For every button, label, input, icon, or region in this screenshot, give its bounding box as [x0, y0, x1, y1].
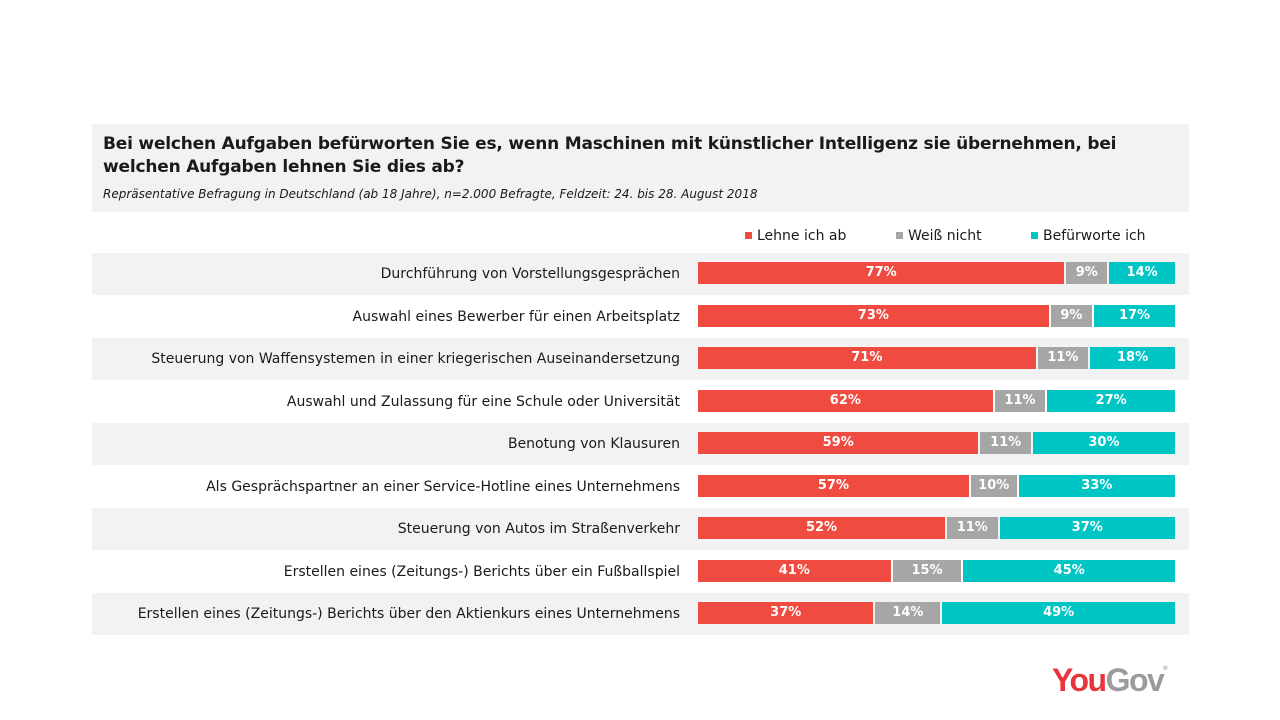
chart-row: Auswahl und Zulassung für eine Schule od…: [92, 381, 1189, 423]
chart-row: Auswahl eines Bewerber für einen Arbeits…: [92, 296, 1189, 338]
bar-segment-reject: 52%: [698, 517, 946, 539]
data-label: 11%: [990, 435, 1022, 450]
legend-label-approve: Befürworte ich: [1043, 228, 1146, 244]
data-label: 18%: [1116, 350, 1149, 365]
bar-segment-approve: 33%: [1018, 474, 1175, 497]
bar-segment-reject: 57%: [698, 474, 969, 497]
data-label: 49%: [1043, 605, 1075, 620]
category-label: Erstellen eines (Zeitungs-) Berichts übe…: [283, 563, 680, 580]
data-label: 37%: [1071, 520, 1103, 535]
bar-segment-reject: 62%: [698, 389, 993, 412]
chart-subtitle: Repräsentative Befragung in Deutschland …: [103, 187, 758, 201]
stacked-bar: 57% 10% 33%: [698, 474, 1175, 497]
chart-title: Bei welchen Aufgaben befürworten Sie es,…: [103, 134, 1117, 177]
data-label: 77%: [865, 265, 897, 280]
bar-segment-dont-know: 11%: [980, 432, 1031, 454]
data-label: 37%: [770, 605, 802, 620]
bar-segment-reject: 73%: [698, 304, 1049, 327]
data-label: 11%: [1004, 392, 1036, 408]
chart-row: Erstellen eines (Zeitungs-) Berichts übe…: [92, 551, 1189, 593]
stacked-bar: 71% 11% 18%: [698, 347, 1175, 369]
data-label: 52%: [805, 520, 838, 535]
chart-header: Bei welchen Aufgaben befürworten Sie es,…: [92, 124, 1189, 212]
category-label: Benotung von Klausuren: [507, 436, 680, 452]
data-label: 11%: [956, 520, 988, 535]
bar-segment-dont-know: 11%: [1037, 347, 1089, 369]
data-label: 11%: [1047, 350, 1079, 365]
data-label: 17%: [1118, 307, 1151, 323]
category-label: Erstellen eines (Zeitungs-) Berichts übe…: [137, 606, 680, 622]
legend-item-reject: Lehne ich ab: [745, 228, 846, 244]
bar-segment-dont-know: 11%: [994, 389, 1046, 412]
bar-segment-approve: 37%: [999, 517, 1175, 539]
category-label: Auswahl eines Bewerber für einen Arbeits…: [352, 308, 680, 325]
chart-row: Benotung von Klausuren 59% 11% 30%: [92, 423, 1189, 465]
stacked-bar: 37% 14% 49%: [698, 602, 1175, 624]
legend-label-reject: Lehne ich ab: [757, 228, 847, 244]
data-label: 14%: [1126, 265, 1158, 280]
data-label: 33%: [1081, 477, 1113, 493]
yougov-logo: YouGov®: [1052, 662, 1168, 699]
legend-item-approve: Befürworte ich: [1031, 228, 1146, 244]
data-label: 57%: [817, 477, 849, 493]
data-label: 14%: [892, 605, 924, 620]
legend-swatch-dont-know: [896, 231, 903, 239]
chart-row: Steuerung von Waffensystemen in einer kr…: [92, 338, 1189, 380]
stacked-bar: 59% 11% 30%: [698, 432, 1175, 454]
bar-segment-dont-know: 11%: [947, 517, 998, 539]
chart-row: Steuerung von Autos im Straßenverkehr 52%…: [92, 508, 1189, 550]
bar-segment-reject: 41%: [698, 559, 891, 582]
data-label: 45%: [1053, 562, 1085, 578]
bar-segment-approve: 17%: [1094, 304, 1175, 327]
data-label: 62%: [829, 392, 861, 408]
bar-segment-approve: 27%: [1047, 389, 1175, 412]
data-label: 59%: [822, 435, 854, 450]
bar-segment-approve: 18%: [1090, 347, 1175, 369]
data-label: 9%: [1060, 307, 1083, 323]
bar-segment-approve: 14%: [1109, 262, 1175, 284]
category-label: Als Gesprächspartner an einer Service-Ho…: [206, 478, 680, 495]
bar-segment-approve: 49%: [942, 602, 1175, 624]
logo-gov: Gov: [1105, 662, 1165, 698]
bar-segment-dont-know: 14%: [875, 602, 941, 624]
legend-label-dont-know: Weiß nicht: [908, 228, 982, 244]
data-label: 27%: [1095, 392, 1127, 408]
stacked-bar: 62% 11% 27%: [698, 389, 1175, 412]
stacked-bar: 41% 15% 45%: [698, 559, 1175, 582]
logo-registered-mark: ®: [1163, 666, 1168, 672]
bar-segment-dont-know: 9%: [1066, 262, 1108, 284]
legend-item-dont-know: Weiß nicht: [896, 228, 982, 244]
stacked-bar: 77% 9% 14%: [698, 262, 1175, 284]
bar-segment-dont-know: 10%: [970, 474, 1017, 497]
category-label: Durchführung von Vorstellungsgesprächen: [380, 266, 680, 282]
stacked-bar: 73% 9% 17%: [698, 304, 1175, 327]
category-label: Steuerung von Waffensystemen in einer kr…: [151, 351, 680, 367]
bar-segment-approve: 30%: [1032, 432, 1175, 454]
stacked-bar: 52% 11% 37%: [698, 517, 1175, 539]
bar-segment-reject: 77%: [698, 262, 1065, 284]
category-label: Auswahl und Zulassung für eine Schule od…: [286, 393, 680, 410]
data-label: 10%: [978, 477, 1010, 493]
bar-segment-dont-know: 15%: [892, 559, 962, 582]
legend-swatch-approve: [1031, 231, 1038, 239]
data-label: 30%: [1088, 435, 1120, 450]
bar-segment-reject: 37%: [698, 602, 874, 624]
legend-swatch-reject: [745, 231, 752, 239]
bar-segment-reject: 71%: [698, 347, 1036, 369]
data-label: 9%: [1075, 265, 1098, 280]
chart-row: Erstellen eines (Zeitungs-) Berichts übe…: [92, 593, 1189, 635]
data-label: 41%: [778, 562, 810, 578]
logo-you: You: [1052, 662, 1107, 698]
bar-segment-approve: 45%: [963, 559, 1175, 582]
chart-row: Als Gesprächspartner an einer Service-Ho…: [92, 466, 1189, 508]
category-label: Steuerung von Autos im Straßenverkehr: [397, 521, 680, 537]
chart-row: Durchführung von Vorstellungsgesprächen 7…: [92, 253, 1189, 295]
bar-segment-reject: 59%: [698, 432, 979, 454]
bar-segment-dont-know: 9%: [1050, 304, 1093, 327]
data-label: 15%: [911, 562, 943, 578]
data-label: 73%: [857, 307, 889, 323]
data-label: 71%: [851, 350, 883, 365]
